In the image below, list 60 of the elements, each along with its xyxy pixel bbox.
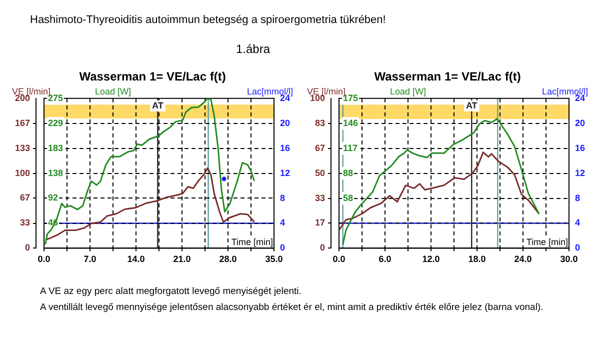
y-tick-label: 33 <box>315 192 326 203</box>
y3-tick-label: 183 <box>48 142 64 153</box>
y3-tick-label: 88 <box>343 168 354 178</box>
y2-tick-label: 16 <box>280 142 290 153</box>
chart-title: Wasserman 1= VE/Lac f(t) <box>374 70 521 84</box>
text: Hashimoto-Thyreoiditis autoimmun betegség a spiroergometria tükrében! <box>30 14 387 26</box>
y-tick-label: 33 <box>20 218 30 228</box>
ref-line-label: AT <box>152 100 164 110</box>
x-tick-label: 14.0 <box>127 254 145 264</box>
y-tick-label: 133 <box>14 142 30 153</box>
x-tick-label: 0.0 <box>332 254 346 264</box>
y2-tick-label: 8 <box>574 192 580 203</box>
y2-tick-label: 0 <box>574 242 580 253</box>
x-tick-label: 24.0 <box>514 254 532 264</box>
ref-line-label: AT <box>466 100 478 110</box>
text: A VE az egy perc alatt megforgatott levegő menyiségét jelenti. <box>40 285 302 299</box>
y2-tick-label: 12 <box>574 168 586 178</box>
y2-tick-label: 0 <box>280 242 286 253</box>
y2-tick-label: 12 <box>280 168 290 178</box>
y3-tick-label: 175 <box>343 92 358 103</box>
y3-axis-title: Load [W] <box>94 86 132 96</box>
y3-tick-label: 146 <box>343 118 358 128</box>
text: A ventillált levegő mennyisége jelentősen alacsonyabb értéket ér el, mint amit a prediktív érték előre jelez (barna vonal). <box>40 301 544 315</box>
x-axis-title: Time [min] <box>231 237 273 248</box>
y-tick-label: 167 <box>14 118 30 128</box>
y-tick-label: 83 <box>315 118 326 128</box>
x-tick-label: 0.0 <box>38 254 50 264</box>
y2-tick-label: 20 <box>574 118 586 128</box>
y3-tick-label: 58 <box>343 192 354 203</box>
y-tick-label: 50 <box>315 168 326 178</box>
y-tick-label: 67 <box>20 192 30 203</box>
y-tick-label: 100 <box>14 168 30 178</box>
y2-tick-label: 4 <box>280 218 286 228</box>
x-tick-label: 21.0 <box>173 254 191 264</box>
y-tick-label: 0 <box>25 242 30 253</box>
text: 1.ábra <box>234 42 272 56</box>
x-tick-label: 18.0 <box>468 254 486 264</box>
x-tick-label: 6.0 <box>378 254 392 264</box>
y2-tick-label: 20 <box>280 118 290 128</box>
y3-tick-label: 138 <box>48 168 64 178</box>
y2-tick-label: 4 <box>574 218 580 228</box>
y3-tick-label: 117 <box>343 142 358 153</box>
x-tick-label: 28.0 <box>219 254 237 264</box>
y2-axis-title: Lac[mmol/l] <box>246 86 293 96</box>
y2-tick-label: 8 <box>280 192 286 203</box>
y-tick-label: 0 <box>320 242 326 253</box>
x-tick-label: 7.0 <box>84 254 96 264</box>
x-tick-label: 35.0 <box>265 254 283 264</box>
y3-tick-label: 229 <box>48 118 64 128</box>
x-tick-label: 30.0 <box>560 254 578 264</box>
y-tick-label: 67 <box>315 142 326 153</box>
y3-axis-title: Load [W] <box>390 86 426 96</box>
y3-tick-label: 92 <box>48 192 58 203</box>
y3-tick-label: 275 <box>48 92 64 103</box>
y-tick-label: 17 <box>315 218 326 228</box>
y2-axis-title: Lac[mmol/l] <box>542 86 588 96</box>
x-tick-label: 12.0 <box>422 254 440 264</box>
x-axis-title: Time [min] <box>526 237 568 248</box>
y2-tick-label: 16 <box>574 142 586 153</box>
chart-title: Wasserman 1= VE/Lac f(t) <box>79 70 226 84</box>
